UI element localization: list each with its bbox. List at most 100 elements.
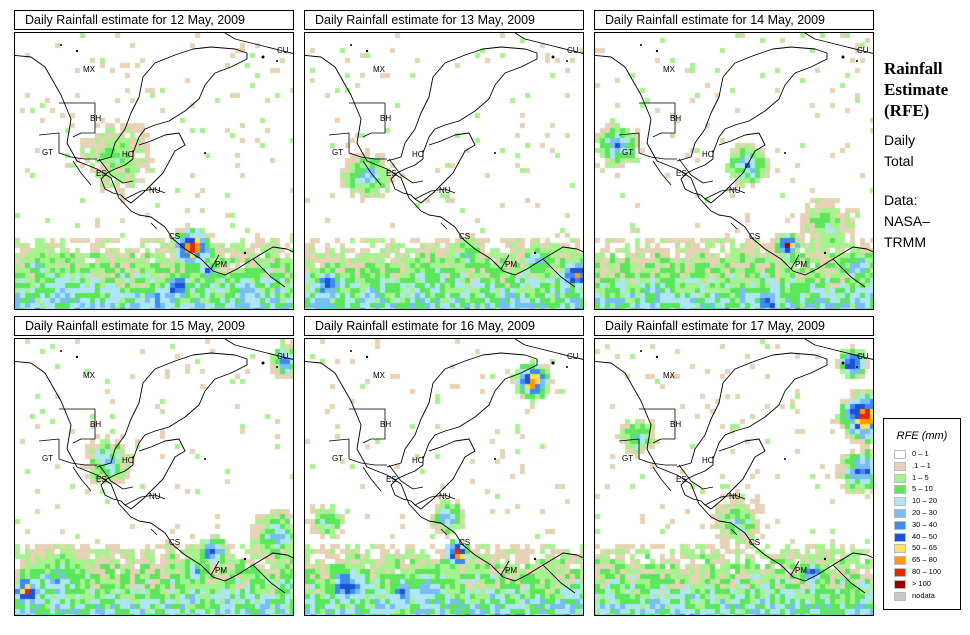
country-label-gt: GT [622, 454, 633, 463]
map-overlay: MX CU BH GT HO ES NU CS PM [305, 339, 583, 594]
country-label-es: ES [386, 169, 397, 178]
country-label-gt: GT [332, 148, 343, 157]
legend-swatch [894, 544, 906, 554]
country-border [328, 438, 387, 466]
island [204, 458, 206, 460]
country-border [652, 466, 672, 492]
legend-swatch [894, 473, 906, 483]
country-border [38, 438, 97, 466]
country-border [349, 102, 386, 138]
coastline [305, 55, 583, 276]
country-border [414, 188, 456, 200]
heading-line: Rainfall [884, 59, 943, 78]
island [566, 60, 568, 62]
country-label-ho: HO [122, 456, 134, 465]
country-border [252, 258, 286, 288]
country-border [618, 132, 677, 160]
legend-swatch [894, 556, 906, 566]
legend-label: .1 – 1 [912, 460, 931, 470]
country-label-pm: PM [505, 566, 517, 575]
country-border [150, 222, 158, 230]
island [640, 350, 642, 352]
island [60, 44, 62, 46]
island [533, 557, 537, 561]
island [243, 251, 247, 255]
country-label-ho: HO [412, 456, 424, 465]
panel-title: Daily Rainfall estimate for 13 May, 2009 [304, 10, 584, 30]
cuba-coastline [224, 33, 293, 54]
country-label-cs: CS [459, 232, 470, 241]
coastline [386, 46, 538, 162]
panel-title: Daily Rainfall estimate for 17 May, 2009 [594, 316, 874, 336]
coastline [100, 438, 186, 510]
coastline [386, 352, 538, 468]
country-label-cs: CS [749, 538, 760, 547]
country-border [440, 222, 448, 230]
legend-swatch [894, 579, 906, 589]
legend-swatch [894, 497, 906, 507]
product-heading: Rainfall Estimate (RFE) [884, 58, 948, 121]
legend-label: 20 – 30 [912, 508, 938, 517]
panel-title: Daily Rainfall estimate for 16 May, 2009 [304, 316, 584, 336]
country-border [542, 258, 576, 288]
island [551, 361, 555, 365]
island [655, 49, 659, 53]
legend-swatch [894, 591, 906, 601]
island [494, 152, 496, 154]
rainfall-map: MX CU BH GT HO ES NU CS PM [304, 32, 584, 310]
coastline [15, 361, 293, 582]
country-label-bh: BH [90, 420, 101, 429]
country-border [678, 464, 714, 490]
country-border [790, 254, 800, 270]
island [494, 458, 496, 460]
map-overlay: MX CU BH GT HO ES NU CS PM [595, 339, 873, 594]
rainfall-map: MX CU BH GT HO ES NU CS PM [14, 338, 294, 616]
country-label-bh: BH [670, 114, 681, 123]
island [712, 150, 714, 152]
country-label-mx: MX [663, 65, 676, 74]
country-border [210, 560, 220, 576]
rainfall-map: MX CU BH GT HO ES NU CS PM [14, 32, 294, 310]
country-label-gt: GT [332, 454, 343, 463]
heading-line: Estimate [884, 80, 949, 99]
legend-label: 80 – 100 [912, 567, 942, 576]
country-border [618, 438, 677, 466]
rainfall-map: MX CU BH GT HO ES NU CS PM [594, 32, 874, 310]
country-label-ho: HO [702, 150, 714, 159]
legend-label: 30 – 40 [912, 519, 938, 529]
country-label-bh: BH [380, 420, 391, 429]
island [823, 557, 827, 561]
country-border [252, 564, 286, 594]
country-label-cu: CU [567, 46, 579, 55]
rainfall-map: MX CU BH GT HO ES NU CS PM [304, 338, 584, 616]
country-border [542, 564, 576, 594]
country-border [790, 560, 800, 576]
island [712, 456, 714, 458]
island [551, 55, 555, 59]
country-label-gt: GT [622, 148, 633, 157]
country-border [38, 132, 97, 160]
source-line: NASA– [884, 213, 930, 229]
country-label-pm: PM [795, 566, 807, 575]
country-label-nu: NU [729, 492, 741, 501]
legend-swatch [894, 532, 906, 542]
island [261, 55, 265, 59]
island [243, 557, 247, 561]
country-label-mx: MX [373, 371, 386, 380]
island [261, 361, 265, 365]
country-label-mx: MX [373, 65, 386, 74]
island [784, 458, 786, 460]
country-label-pm: PM [795, 260, 807, 269]
legend-label: 40 – 50 [912, 531, 938, 541]
country-label-cu: CU [857, 352, 869, 361]
map-overlay: MX CU BH GT HO ES NU CS PM [15, 33, 293, 288]
island [784, 152, 786, 154]
country-label-bh: BH [90, 114, 101, 123]
island [276, 366, 278, 368]
country-label-mx: MX [663, 371, 676, 380]
country-border [678, 158, 714, 184]
panel-title: Daily Rainfall estimate for 15 May, 2009 [14, 316, 294, 336]
country-border [639, 408, 676, 444]
legend-swatch [894, 568, 906, 577]
country-label-bh: BH [380, 114, 391, 123]
